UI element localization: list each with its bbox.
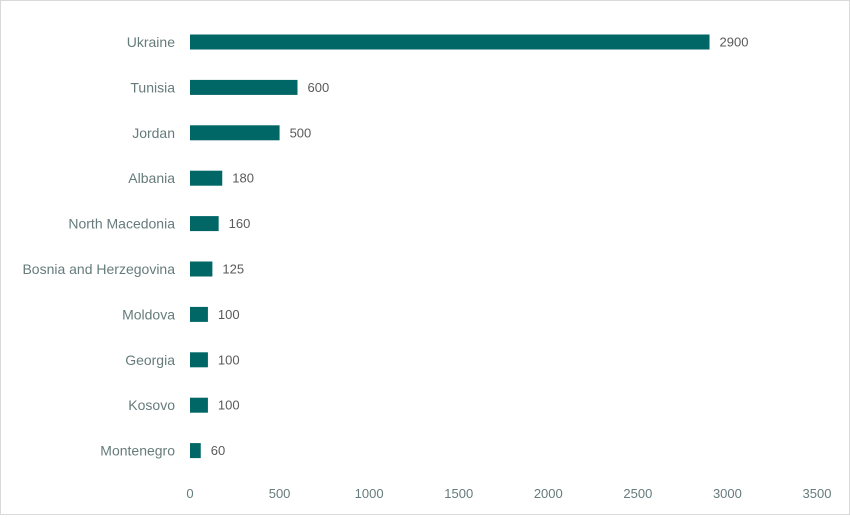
category-label: Montenegro <box>100 443 175 459</box>
category-label: Tunisia <box>130 79 175 95</box>
bar <box>190 397 208 413</box>
x-tick-label: 0 <box>186 486 193 501</box>
bar <box>190 125 280 141</box>
data-label: 100 <box>218 398 240 413</box>
category-label: Bosnia and Herzegovina <box>22 261 175 277</box>
x-tick-label: 1500 <box>444 486 473 501</box>
data-label: 600 <box>307 80 329 95</box>
category-labels-group: Ukraine Tunisia Jordan Albania North Macedon… <box>22 34 175 459</box>
x-tick-label: 3500 <box>803 486 832 501</box>
bar <box>190 216 219 232</box>
data-label: 160 <box>229 216 251 231</box>
bar <box>190 79 298 95</box>
data-label: 125 <box>222 262 244 277</box>
x-tick-label: 3000 <box>713 486 742 501</box>
data-label: 60 <box>211 443 225 458</box>
data-labels-group: 2900 600 500 180 160 125 100 100 100 60 <box>211 35 749 459</box>
data-label: 500 <box>290 125 312 140</box>
data-label: 100 <box>218 352 240 367</box>
category-label: Albania <box>128 170 175 186</box>
x-tick-label: 1000 <box>355 486 384 501</box>
bar <box>190 352 208 368</box>
bars-group <box>190 34 710 459</box>
category-label: Moldova <box>122 306 175 322</box>
category-label: Ukraine <box>127 34 175 50</box>
x-axis-ticks-group: 0 500 1000 1500 2000 2500 3000 3500 <box>186 486 831 501</box>
category-label: Kosovo <box>128 397 175 413</box>
data-label: 100 <box>218 307 240 322</box>
bar <box>190 170 223 186</box>
bar <box>190 443 201 459</box>
category-label: North Macedonia <box>68 216 175 232</box>
x-tick-label: 500 <box>269 486 291 501</box>
bar <box>190 34 710 50</box>
category-label: Jordan <box>132 125 175 141</box>
bar <box>190 306 208 322</box>
bar <box>190 261 213 277</box>
x-tick-label: 2000 <box>534 486 563 501</box>
data-label: 2900 <box>720 35 749 50</box>
data-label: 180 <box>232 171 254 186</box>
x-tick-label: 2500 <box>623 486 652 501</box>
category-label: Georgia <box>125 352 175 368</box>
